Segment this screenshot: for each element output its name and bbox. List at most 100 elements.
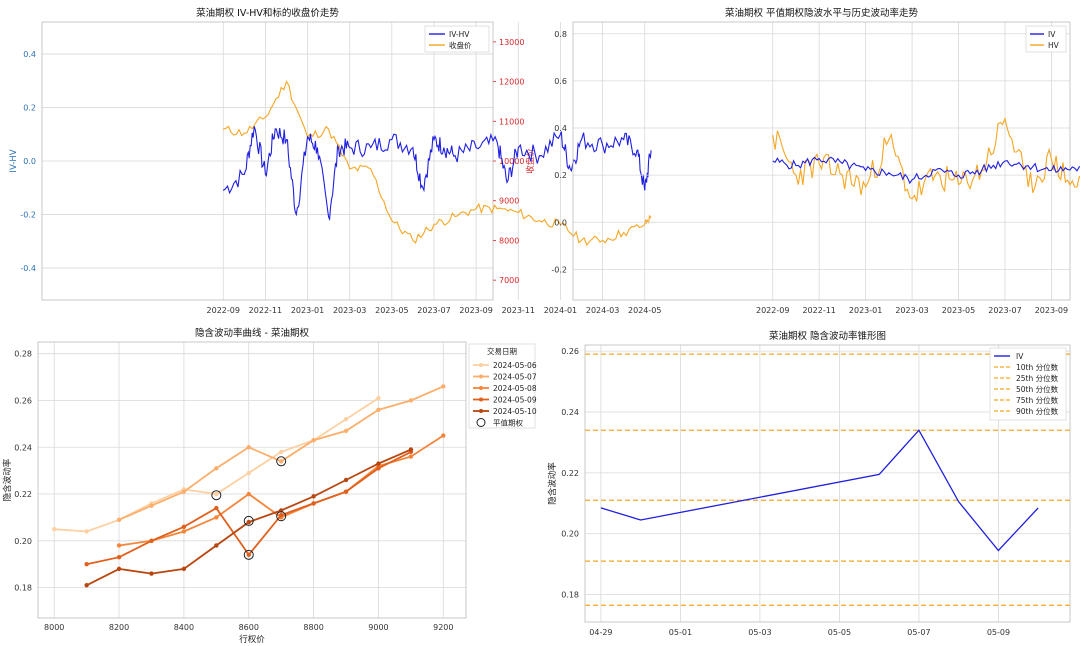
chart3-point [376, 395, 381, 401]
chart4-x-tick-label: 05-03 [748, 628, 771, 637]
chart3-title: 隐含波动率曲线 - 菜油期权 [195, 327, 309, 339]
chart4-y-tick-label: 0.24 [561, 408, 579, 417]
chart1-legend-label: 收盘价 [449, 40, 472, 50]
chart4-legend-label: IV [1016, 352, 1024, 361]
chart3-point [311, 438, 316, 443]
chart3-y-tick-label: 0.18 [14, 584, 32, 593]
chart2-border [572, 21, 1071, 301]
chart2-x-tick-label: 2023-07 [988, 306, 1021, 315]
chart1-y-right-tick-label: 7000 [499, 276, 519, 285]
chart2-legend-box [1025, 25, 1067, 53]
chart1-y-right-tick-label: 8000 [499, 236, 519, 245]
chart4-y-tick-label: 0.20 [561, 530, 579, 539]
chart3-legend-atm-swatch [476, 418, 486, 427]
chart3-y-tick-label: 0.20 [14, 537, 32, 546]
chart2-title: 菜油期权 平值期权隐波水平与历史波动率走势 [725, 7, 919, 19]
chart1-y-left-tick-label: -0.2 [20, 210, 36, 219]
chart1-x-tick-label: 2023-01 [291, 306, 324, 315]
chart3-legend-swatch-dot [479, 363, 483, 367]
chart1-title: 菜油期权 IV-HV和标的收盘价走势 [196, 7, 339, 19]
chart3-point [311, 501, 316, 506]
chart3-x-tick-label: 8800 [303, 623, 323, 632]
chart1-y-right-tick-label: 12000 [499, 78, 524, 87]
chart3-point [343, 428, 349, 434]
chart3-point [116, 543, 122, 548]
chart3-legend-box [468, 343, 536, 429]
chart3-x-tick-label: 8600 [239, 623, 259, 632]
chart2-series-hv-line [772, 116, 1080, 202]
chart2-y-tick-label: 0.2 [554, 171, 567, 180]
chart1-y-right-tick-label: 10000 [499, 157, 524, 166]
chart3-series-line-2024-05-06 [54, 397, 379, 533]
chart3-x-tick-label: 8000 [44, 623, 64, 632]
chart1-series-iv-hv-line [222, 126, 652, 222]
chart4-series-iv-line [600, 429, 1039, 552]
chart2-x-tick-label: 2023-01 [849, 306, 882, 315]
chart3-legend-label: 2024-05-10 [493, 407, 537, 416]
chart3-x-tick-label: 9000 [368, 623, 388, 632]
chart3-point [214, 543, 219, 548]
chart2-x-tick-label: 2023-03 [895, 306, 928, 315]
chart4-legend-label: 10th 分位数 [1016, 362, 1059, 372]
chart3-point [214, 466, 219, 471]
chart1-y-left-label: IV-HV [9, 149, 19, 172]
chart3-legend-swatch-dot [479, 397, 483, 402]
chart3-point [246, 470, 251, 476]
chart1-y-left-tick-label: 0.0 [23, 157, 36, 166]
chart2-x-tick-label: 2023-09 [1035, 306, 1068, 315]
chart4-y-axis-label: 隐含波动率 [547, 462, 558, 505]
chart1-series-close-price-line [223, 80, 652, 247]
chart3-legend-swatch-dot [479, 409, 483, 413]
chart3-point [376, 407, 381, 413]
chart2-y-tick-label: 0.4 [554, 124, 567, 133]
chart3-point [116, 554, 122, 560]
chart1-y-left-tick-label: 0.4 [23, 50, 36, 59]
chart1-y-right-tick-label: 11000 [499, 117, 524, 126]
chart1-legend-label: IV-HV [449, 30, 470, 39]
chart3-point [149, 503, 154, 508]
chart2-frame [572, 21, 1071, 301]
chart3-atm-marker [243, 515, 254, 526]
chart3-point [408, 454, 414, 459]
chart2-y-tick-label: 0.8 [554, 30, 567, 39]
chart1-x-tick-label: 2022-09 [207, 306, 240, 315]
chart3-x-tick-label: 8400 [174, 623, 194, 632]
chart3-point [343, 416, 349, 422]
chart3-x-axis-label: 行权价 [239, 634, 265, 645]
chart2-y-tick-label: -0.2 [551, 265, 567, 274]
chart1-x-tick-label: 2024-01 [544, 306, 577, 315]
chart3-point [181, 566, 187, 572]
chart1-y-right-tick-label: 9000 [499, 197, 519, 206]
chart4-y-tick-label: 0.18 [561, 591, 579, 600]
chart1-x-tick-label: 2023-05 [375, 306, 408, 315]
chart3-border [37, 341, 467, 619]
chart4-legend-label: 50th 分位数 [1016, 384, 1059, 394]
chart3-frame [37, 341, 467, 619]
chart3-point [181, 524, 187, 529]
chart3-point [408, 447, 414, 452]
chart4-x-tick-label: 05-01 [669, 628, 692, 637]
chart3-point [84, 583, 89, 588]
chart3-atm-marker [276, 511, 287, 522]
chart1-x-tick-label: 2024-03 [586, 306, 619, 315]
chart3-point [116, 517, 122, 522]
chart3-x-tick-label: 8200 [109, 623, 129, 632]
chart2-x-tick-label: 2022-11 [802, 306, 835, 315]
chart3-x-tick-label: 9200 [433, 623, 453, 632]
chart3-legend-swatch-dot [479, 386, 483, 390]
chart3-point [181, 529, 187, 534]
chart4-border [584, 344, 1071, 623]
chart3-point [343, 477, 349, 483]
chart4-x-tick-label: 05-09 [987, 628, 1010, 637]
chart3-y-tick-label: 0.28 [14, 350, 32, 359]
chart3-point [246, 491, 251, 497]
chart3-point [246, 519, 251, 525]
chart1-legend-box [424, 25, 490, 53]
chart3-point [116, 566, 122, 572]
chart3-point [181, 489, 187, 494]
chart2-y-tick-label: 0.0 [554, 218, 567, 227]
chart4-legend-label: 90th 分位数 [1016, 406, 1059, 416]
chart2-x-tick-label: 2023-05 [942, 306, 975, 315]
chart3-point [52, 526, 57, 532]
